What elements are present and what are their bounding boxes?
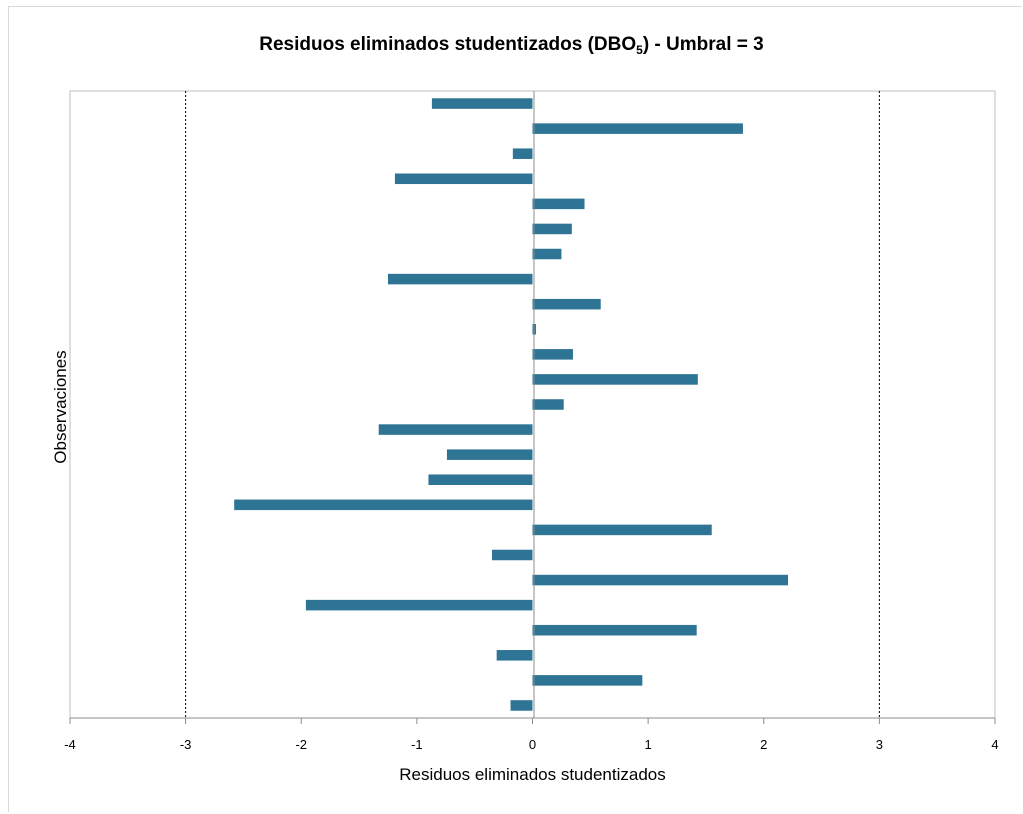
bar	[532, 374, 698, 385]
x-tick-label: 0	[529, 737, 536, 752]
bar	[532, 524, 712, 536]
bar	[492, 549, 533, 561]
x-tick-label: 4	[991, 737, 998, 752]
bar	[394, 173, 533, 185]
chart-title-main: Residuos eliminados studentizados (DBO	[259, 34, 637, 55]
chart-title: Residuos eliminados studentizados (DBO5)…	[0, 34, 1023, 57]
y-axis-label: Observaciones	[51, 350, 70, 464]
x-tick-label: -4	[64, 737, 76, 752]
bar	[234, 499, 533, 511]
x-tick-label: -2	[295, 737, 307, 752]
bar	[532, 349, 573, 360]
bar	[532, 223, 572, 235]
bar	[305, 599, 533, 611]
bar	[532, 248, 562, 260]
x-tick-label: 3	[876, 737, 883, 752]
bar	[446, 449, 533, 460]
bar	[510, 700, 533, 711]
bar	[532, 399, 564, 410]
bar	[387, 273, 533, 285]
x-axis-label: Residuos eliminados studentizados	[399, 765, 666, 784]
bar	[532, 123, 743, 134]
bar	[431, 98, 533, 109]
bar	[532, 574, 789, 586]
bar	[496, 650, 533, 661]
x-tick-label: -3	[180, 737, 192, 752]
bar	[428, 474, 533, 486]
x-tick-label: 2	[760, 737, 767, 752]
bar	[512, 148, 533, 159]
bar	[532, 198, 585, 210]
x-tick-label: 1	[645, 737, 652, 752]
bar	[532, 624, 697, 636]
bar	[378, 424, 533, 435]
chart-frame	[8, 6, 1022, 812]
chart-title-subscript: 5	[636, 43, 643, 57]
bar	[532, 298, 601, 310]
x-tick-label: -1	[411, 737, 423, 752]
bar	[532, 675, 643, 686]
chart-title-suffix: ) - Umbral = 3	[642, 34, 764, 55]
